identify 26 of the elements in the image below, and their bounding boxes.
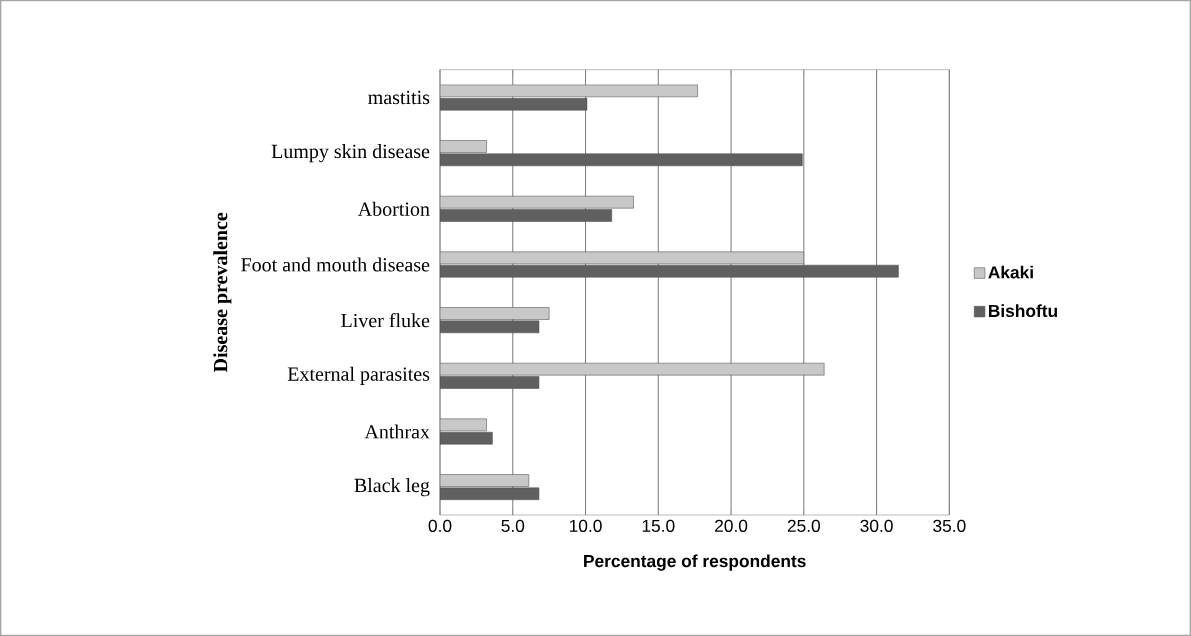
y-axis-title: Disease prevalence bbox=[213, 212, 232, 373]
y-tick-label: mastitis bbox=[368, 90, 430, 105]
x-tick-label: 5.0 bbox=[501, 519, 525, 532]
y-tick-label: Liver fluke bbox=[341, 313, 430, 328]
legend-label: Bishoftu bbox=[988, 304, 1057, 318]
x-tick-label: 20.0 bbox=[715, 519, 748, 532]
y-tick-label: External parasites bbox=[287, 366, 430, 385]
y-tick-label: Abortion bbox=[357, 201, 430, 216]
x-tick-label: 10.0 bbox=[569, 519, 602, 532]
bar bbox=[440, 251, 805, 265]
bar bbox=[440, 195, 634, 209]
x-tick-label: 0.0 bbox=[428, 519, 452, 532]
bar bbox=[440, 84, 698, 98]
legend-label: Akaki bbox=[988, 265, 1033, 279]
bar bbox=[440, 474, 530, 487]
bar bbox=[440, 307, 550, 320]
x-axis-title: Percentage of respondents bbox=[584, 554, 806, 571]
x-tick-label: 25.0 bbox=[787, 519, 821, 532]
x-tick-label: 30.0 bbox=[860, 519, 893, 532]
y-tick-label: Anthrax bbox=[364, 424, 430, 439]
y-tick-label: Foot and mouth disease bbox=[241, 257, 430, 272]
y-tick-label: Black leg bbox=[354, 478, 430, 497]
x-tick-label: 15.0 bbox=[642, 519, 675, 532]
y-tick-label: Lumpy skin disease bbox=[271, 144, 430, 163]
bar bbox=[440, 362, 825, 376]
x-tick-label: 35.0 bbox=[933, 519, 966, 532]
